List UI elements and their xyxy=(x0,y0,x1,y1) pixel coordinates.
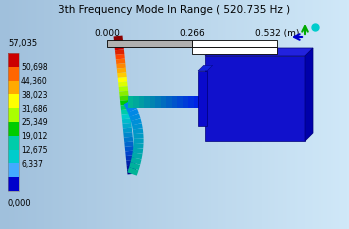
Bar xyxy=(8,136,19,150)
Polygon shape xyxy=(123,128,132,134)
Bar xyxy=(192,48,277,55)
Bar xyxy=(8,164,19,177)
Text: 31,686: 31,686 xyxy=(21,104,47,113)
Bar xyxy=(161,97,166,109)
Polygon shape xyxy=(133,143,143,149)
Polygon shape xyxy=(132,153,142,160)
Polygon shape xyxy=(198,66,213,71)
Polygon shape xyxy=(133,129,143,135)
Bar xyxy=(139,97,144,109)
Text: 50,698: 50,698 xyxy=(21,63,47,72)
Bar xyxy=(194,97,199,109)
Text: 0,000: 0,000 xyxy=(8,198,32,207)
Polygon shape xyxy=(132,124,143,130)
Polygon shape xyxy=(205,49,313,57)
Bar xyxy=(8,150,19,164)
Text: 12,675: 12,675 xyxy=(21,145,47,154)
Polygon shape xyxy=(117,68,126,74)
Bar xyxy=(205,57,305,141)
Bar xyxy=(144,97,150,109)
Polygon shape xyxy=(127,165,136,170)
Text: 44,360: 44,360 xyxy=(21,77,48,86)
Polygon shape xyxy=(129,162,140,170)
Polygon shape xyxy=(123,133,133,138)
Polygon shape xyxy=(114,46,124,51)
Bar xyxy=(172,97,177,109)
Polygon shape xyxy=(125,146,134,152)
Polygon shape xyxy=(126,160,135,166)
Text: 25,349: 25,349 xyxy=(21,118,47,127)
Polygon shape xyxy=(116,59,125,65)
Bar xyxy=(177,97,183,109)
Polygon shape xyxy=(119,91,128,97)
Bar xyxy=(8,109,19,123)
Polygon shape xyxy=(116,64,126,69)
Text: 0.532 (m): 0.532 (m) xyxy=(255,29,299,38)
Polygon shape xyxy=(120,105,130,111)
Bar xyxy=(107,41,192,48)
Polygon shape xyxy=(131,119,142,126)
Text: 57,035: 57,035 xyxy=(8,39,37,48)
Polygon shape xyxy=(124,100,135,109)
Bar xyxy=(128,97,133,109)
Polygon shape xyxy=(118,82,128,88)
Polygon shape xyxy=(118,78,127,83)
Bar xyxy=(8,123,19,136)
Bar xyxy=(8,177,19,191)
Bar xyxy=(133,97,139,109)
Text: 19,012: 19,012 xyxy=(21,132,47,141)
Bar xyxy=(8,81,19,95)
Bar xyxy=(8,95,19,109)
Bar xyxy=(183,97,188,109)
Polygon shape xyxy=(126,155,135,161)
Polygon shape xyxy=(127,169,136,175)
Polygon shape xyxy=(124,137,133,143)
Polygon shape xyxy=(121,110,131,115)
Polygon shape xyxy=(305,49,313,141)
Text: 6,337: 6,337 xyxy=(21,159,43,168)
Polygon shape xyxy=(133,134,143,139)
Text: 0.266: 0.266 xyxy=(179,29,205,38)
Bar xyxy=(8,54,19,191)
Polygon shape xyxy=(116,55,125,60)
Bar xyxy=(166,97,172,109)
Polygon shape xyxy=(120,96,129,101)
Text: 0.000: 0.000 xyxy=(94,29,120,38)
Polygon shape xyxy=(117,73,127,79)
Polygon shape xyxy=(126,105,137,113)
Polygon shape xyxy=(127,167,139,176)
Polygon shape xyxy=(128,109,139,117)
Bar xyxy=(8,54,19,68)
Bar xyxy=(199,97,205,109)
Polygon shape xyxy=(125,151,135,156)
Polygon shape xyxy=(122,123,132,129)
Polygon shape xyxy=(133,148,143,154)
Polygon shape xyxy=(120,101,129,106)
Bar xyxy=(205,97,210,109)
Polygon shape xyxy=(113,36,123,42)
Text: 38,023: 38,023 xyxy=(21,90,47,99)
Polygon shape xyxy=(122,119,131,124)
Polygon shape xyxy=(124,142,134,147)
Bar xyxy=(150,97,155,109)
Polygon shape xyxy=(121,114,131,120)
Polygon shape xyxy=(115,50,124,56)
Polygon shape xyxy=(134,139,143,144)
Polygon shape xyxy=(114,41,124,46)
Bar xyxy=(8,68,19,81)
Text: 3th Frequency Mode In Range ( 520.735 Hz ): 3th Frequency Mode In Range ( 520.735 Hz… xyxy=(58,5,290,15)
Bar xyxy=(188,97,194,109)
Polygon shape xyxy=(119,87,128,92)
Bar xyxy=(192,41,277,48)
Polygon shape xyxy=(131,158,141,165)
Bar xyxy=(155,97,161,109)
Bar xyxy=(198,71,207,127)
Polygon shape xyxy=(129,114,140,122)
